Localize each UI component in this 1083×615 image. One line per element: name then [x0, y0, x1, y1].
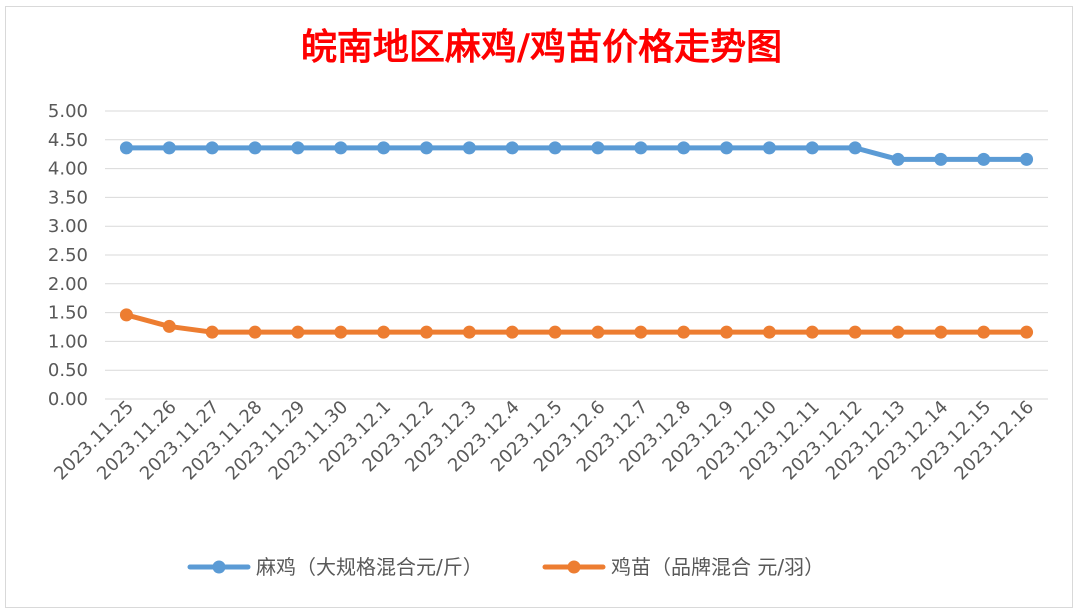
y-tick-label: 2.50 [48, 245, 88, 266]
legend-marker-2 [567, 560, 581, 574]
series-1-point [377, 141, 391, 155]
series-1-point [162, 141, 176, 155]
y-tick-label: 1.50 [48, 303, 88, 324]
y-tick-label: 5.00 [48, 101, 88, 122]
series-2-point [677, 325, 691, 339]
series-1-point [591, 141, 605, 155]
series-2-point [377, 325, 391, 339]
y-tick-label: 0.50 [48, 360, 88, 381]
chart-title: 皖南地区麻鸡/鸡苗价格走势图 [300, 27, 783, 68]
series-2-point [548, 325, 562, 339]
series-1-point [248, 141, 262, 155]
chart-frame [5, 6, 1073, 608]
series-2-point [762, 325, 776, 339]
series-2-point [505, 325, 519, 339]
series-2-point [848, 325, 862, 339]
series-2-point [634, 325, 648, 339]
series-2-point [462, 325, 476, 339]
series-2-point [591, 325, 605, 339]
series-2-point [891, 325, 905, 339]
series-1-point [848, 141, 862, 155]
series-1-point [291, 141, 305, 155]
series-1-point [205, 141, 219, 155]
legend-marker-1 [212, 560, 226, 574]
series-1-point [934, 152, 948, 166]
series-2-point [119, 308, 133, 322]
series-2-point [934, 325, 948, 339]
series-1-point [805, 141, 819, 155]
series-2-point [720, 325, 734, 339]
series-1-point [505, 141, 519, 155]
y-tick-label: 4.00 [48, 159, 88, 180]
series-2-point [977, 325, 991, 339]
series-1-point [119, 141, 133, 155]
series-1-point [634, 141, 648, 155]
legend-label-1: 麻鸡（大规格混合元/斤） [256, 555, 483, 579]
y-tick-label: 3.00 [48, 216, 88, 237]
series-1-point [677, 141, 691, 155]
series-1-point [419, 141, 433, 155]
series-2-point [205, 325, 219, 339]
series-1-point [720, 141, 734, 155]
y-tick-label: 1.00 [48, 331, 88, 352]
series-line-2 [123, 312, 1030, 335]
series-2-point [291, 325, 305, 339]
series-2-point [248, 325, 262, 339]
y-tick-label: 4.50 [48, 130, 88, 151]
series-2-point [1020, 325, 1034, 339]
y-tick-label: 0.00 [48, 389, 88, 410]
y-tick-label: 2.00 [48, 274, 88, 295]
series-2-point [334, 325, 348, 339]
series-1-point [548, 141, 562, 155]
legend-label-2: 鸡苗（品牌混合 元/羽） [611, 555, 824, 579]
series-2-point [162, 319, 176, 333]
series-1-point [462, 141, 476, 155]
series-2-point [419, 325, 433, 339]
y-tick-label: 3.50 [48, 187, 88, 208]
series-line-1 [123, 145, 1030, 162]
series-1-point [334, 141, 348, 155]
series-1-point [977, 152, 991, 166]
series-2-point [805, 325, 819, 339]
series-1-point [1020, 152, 1034, 166]
series-1-point [891, 152, 905, 166]
series-1-point [762, 141, 776, 155]
